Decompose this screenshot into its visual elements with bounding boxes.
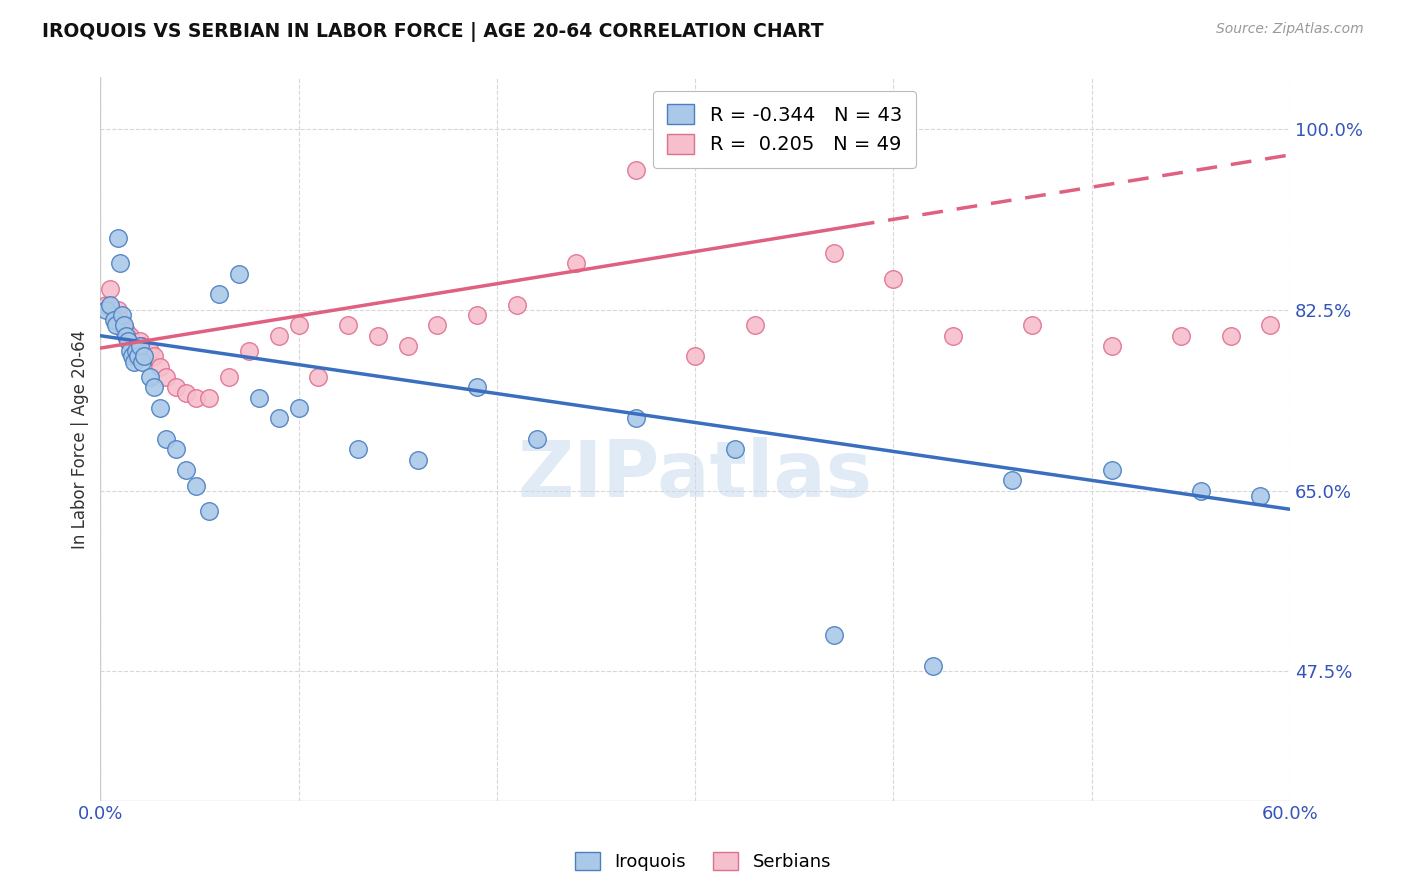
Point bbox=[127, 350, 149, 364]
Point bbox=[121, 334, 143, 348]
Point bbox=[1021, 318, 1043, 333]
Point bbox=[1101, 339, 1123, 353]
Point bbox=[624, 411, 647, 425]
Point bbox=[208, 287, 231, 301]
Point bbox=[120, 344, 142, 359]
Point bbox=[426, 318, 449, 333]
Point bbox=[396, 339, 419, 353]
Point bbox=[112, 318, 135, 333]
Point bbox=[122, 339, 145, 353]
Point bbox=[103, 308, 125, 322]
Point bbox=[267, 328, 290, 343]
Point bbox=[198, 391, 221, 405]
Point bbox=[465, 380, 488, 394]
Point bbox=[406, 452, 429, 467]
Point bbox=[506, 298, 529, 312]
Point bbox=[174, 385, 197, 400]
Point bbox=[1101, 463, 1123, 477]
Point bbox=[337, 318, 360, 333]
Point bbox=[131, 339, 153, 353]
Point bbox=[125, 344, 148, 359]
Point bbox=[267, 411, 290, 425]
Point bbox=[96, 302, 118, 317]
Point bbox=[105, 318, 128, 333]
Point bbox=[744, 318, 766, 333]
Point bbox=[724, 442, 747, 457]
Point bbox=[132, 350, 155, 364]
Point bbox=[347, 442, 370, 457]
Point bbox=[139, 370, 162, 384]
Point bbox=[115, 324, 138, 338]
Point bbox=[307, 370, 329, 384]
Point bbox=[105, 313, 128, 327]
Point bbox=[127, 344, 149, 359]
Point bbox=[117, 334, 139, 348]
Point bbox=[922, 659, 945, 673]
Point bbox=[287, 318, 309, 333]
Point bbox=[129, 339, 152, 353]
Point bbox=[184, 391, 207, 405]
Point bbox=[111, 318, 134, 333]
Point bbox=[103, 313, 125, 327]
Point bbox=[121, 350, 143, 364]
Point bbox=[107, 230, 129, 244]
Point bbox=[465, 308, 488, 322]
Point bbox=[1170, 328, 1192, 343]
Legend: R = -0.344   N = 43, R =  0.205   N = 49: R = -0.344 N = 43, R = 0.205 N = 49 bbox=[654, 91, 915, 168]
Point bbox=[228, 267, 250, 281]
Point bbox=[149, 401, 172, 415]
Point bbox=[823, 246, 845, 260]
Point bbox=[1219, 328, 1241, 343]
Point bbox=[1189, 483, 1212, 498]
Point bbox=[526, 432, 548, 446]
Point bbox=[131, 354, 153, 368]
Point bbox=[135, 350, 157, 364]
Point bbox=[129, 334, 152, 348]
Y-axis label: In Labor Force | Age 20-64: In Labor Force | Age 20-64 bbox=[72, 329, 89, 549]
Point bbox=[112, 324, 135, 338]
Legend: Iroquois, Serbians: Iroquois, Serbians bbox=[568, 845, 838, 879]
Point bbox=[115, 328, 138, 343]
Point bbox=[117, 328, 139, 343]
Point bbox=[122, 354, 145, 368]
Point bbox=[139, 344, 162, 359]
Point bbox=[174, 463, 197, 477]
Point bbox=[238, 344, 260, 359]
Point bbox=[624, 163, 647, 178]
Point bbox=[155, 370, 177, 384]
Point bbox=[882, 272, 904, 286]
Point bbox=[108, 313, 131, 327]
Point bbox=[120, 328, 142, 343]
Point bbox=[155, 432, 177, 446]
Text: ZIPatlas: ZIPatlas bbox=[517, 437, 873, 513]
Point bbox=[184, 478, 207, 492]
Point bbox=[98, 282, 121, 296]
Point bbox=[142, 350, 165, 364]
Point bbox=[247, 391, 270, 405]
Point bbox=[165, 380, 187, 394]
Point bbox=[111, 308, 134, 322]
Point bbox=[218, 370, 240, 384]
Point bbox=[149, 359, 172, 374]
Point bbox=[198, 504, 221, 518]
Point bbox=[367, 328, 389, 343]
Point bbox=[942, 328, 965, 343]
Text: Source: ZipAtlas.com: Source: ZipAtlas.com bbox=[1216, 22, 1364, 37]
Point bbox=[108, 256, 131, 270]
Point bbox=[142, 380, 165, 394]
Point bbox=[165, 442, 187, 457]
Point bbox=[1258, 318, 1281, 333]
Point bbox=[1249, 489, 1271, 503]
Point bbox=[683, 350, 706, 364]
Point bbox=[1001, 474, 1024, 488]
Point bbox=[125, 344, 148, 359]
Point bbox=[565, 256, 588, 270]
Point bbox=[107, 302, 129, 317]
Point bbox=[96, 298, 118, 312]
Point bbox=[823, 628, 845, 642]
Point bbox=[287, 401, 309, 415]
Text: IROQUOIS VS SERBIAN IN LABOR FORCE | AGE 20-64 CORRELATION CHART: IROQUOIS VS SERBIAN IN LABOR FORCE | AGE… bbox=[42, 22, 824, 42]
Point bbox=[98, 298, 121, 312]
